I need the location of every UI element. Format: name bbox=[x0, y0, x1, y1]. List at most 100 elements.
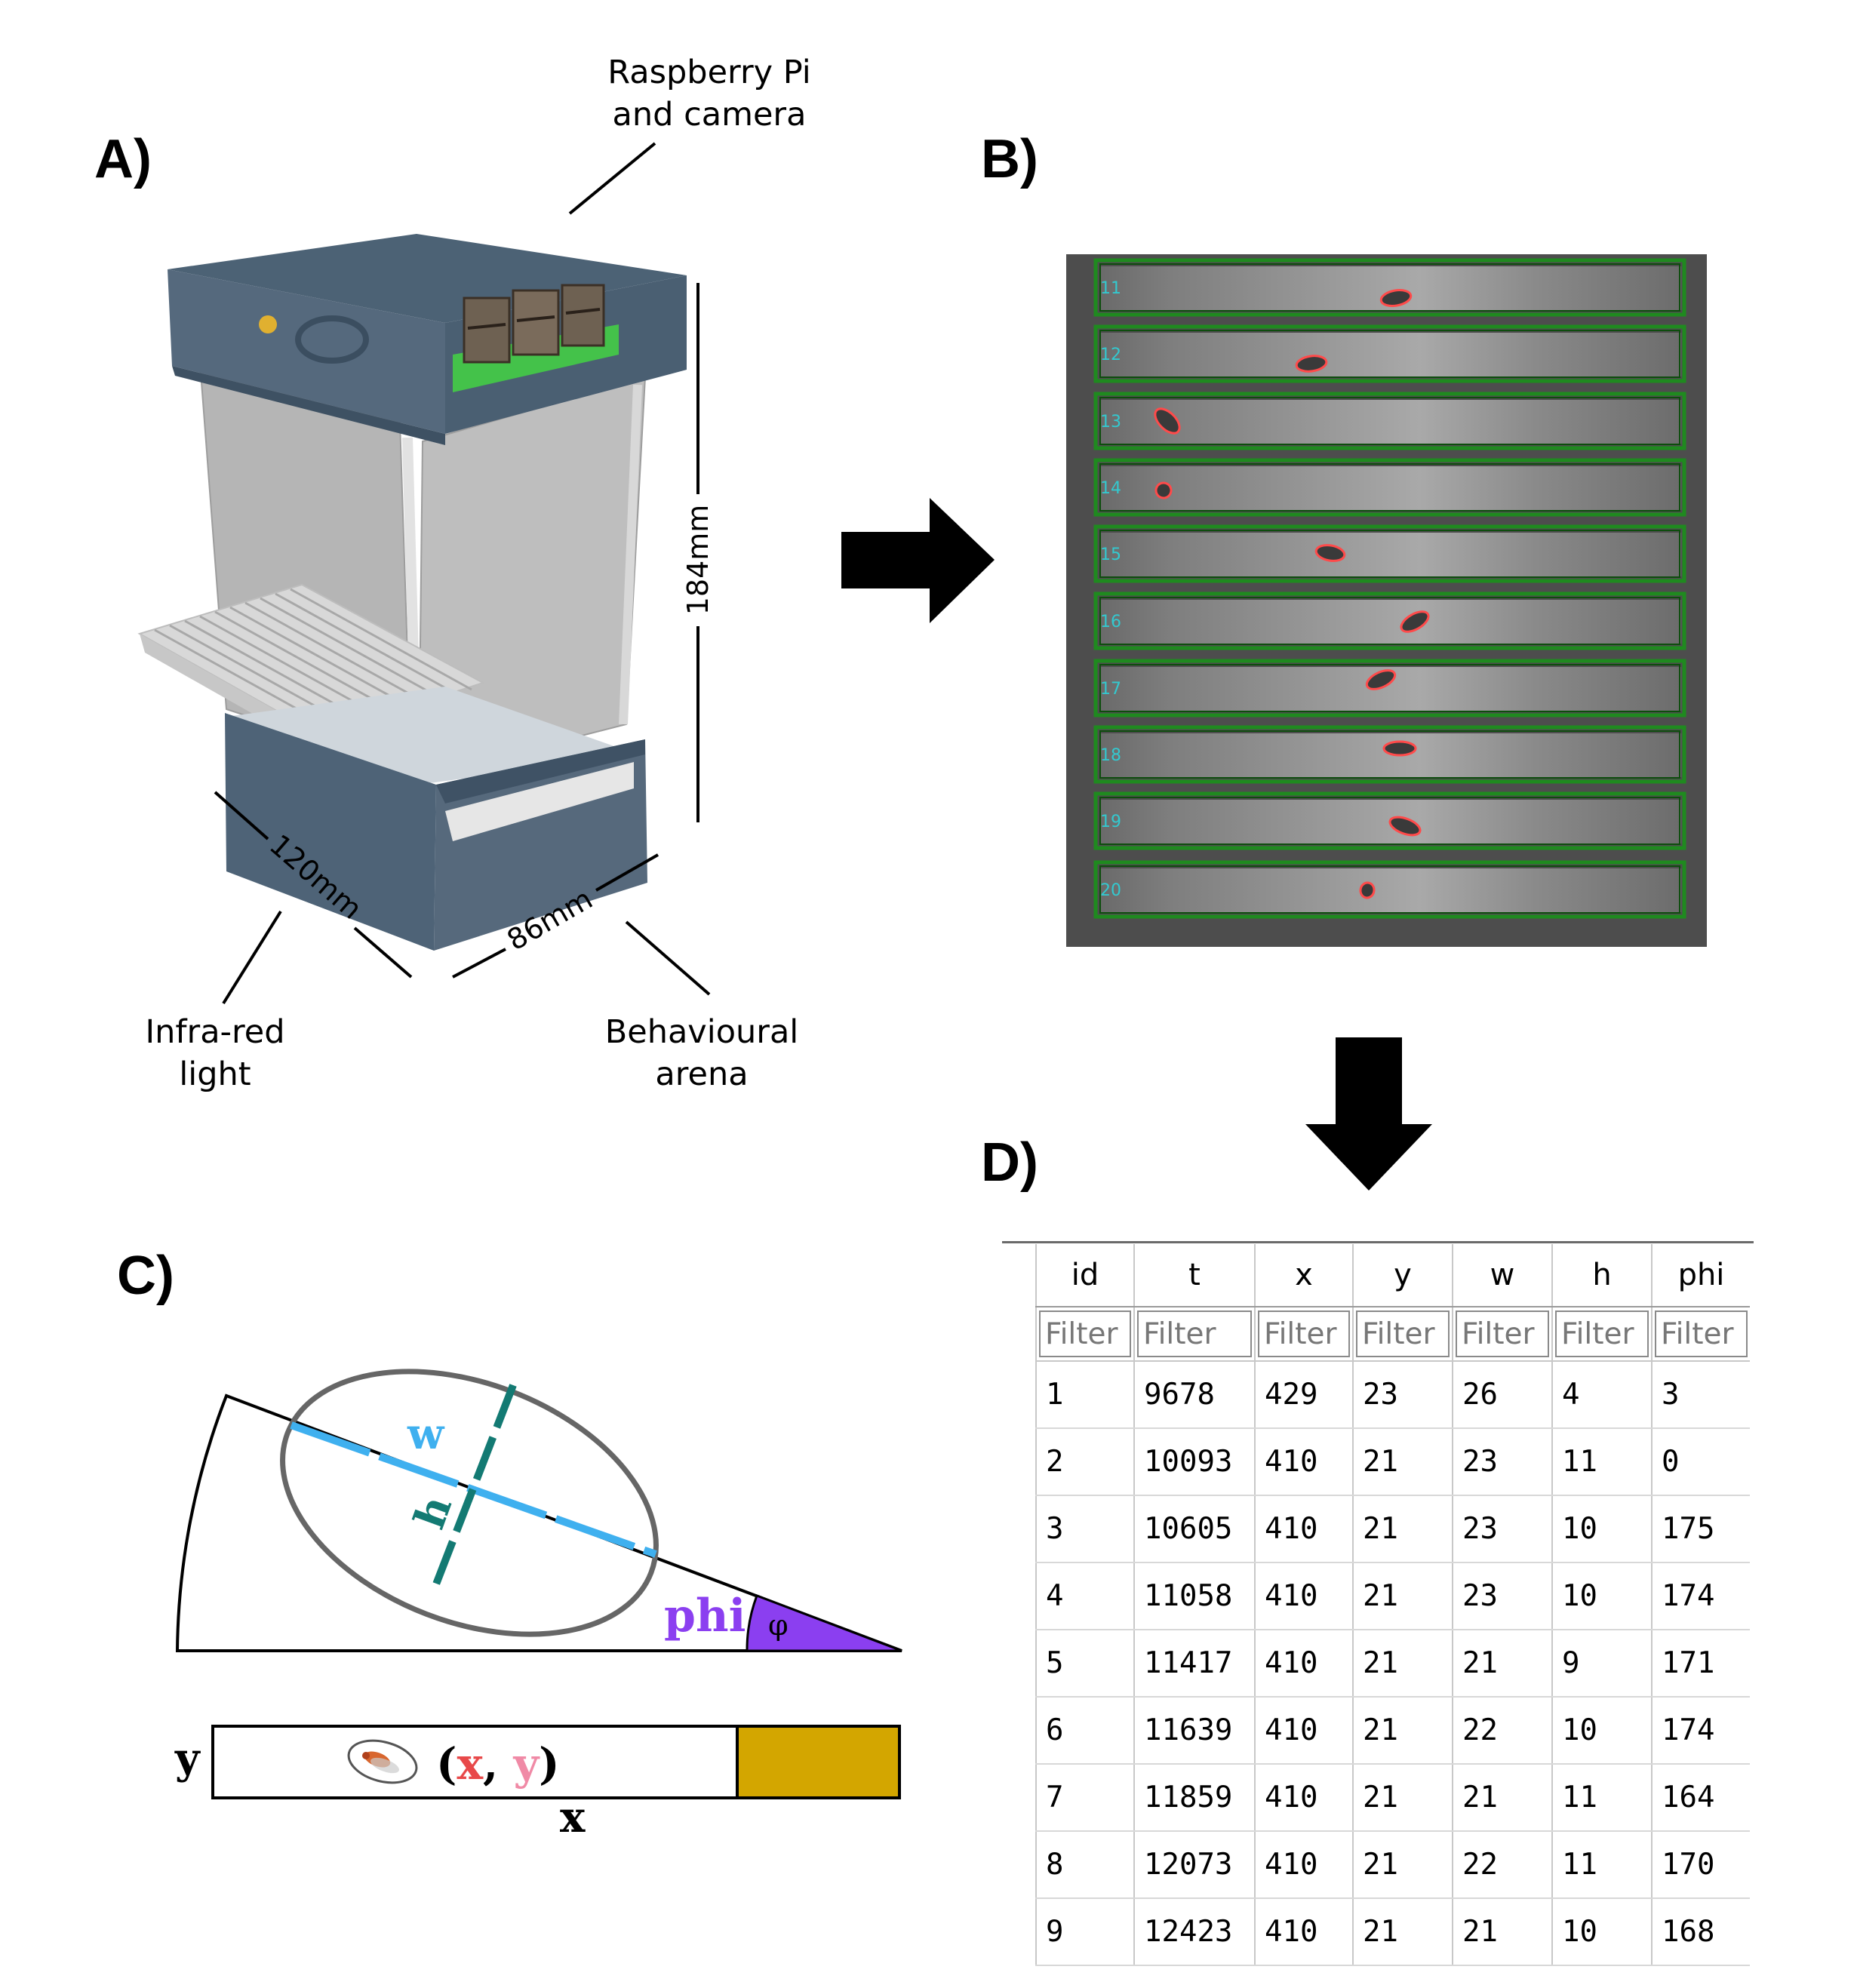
filter-input-phi[interactable]: Filter bbox=[1655, 1310, 1748, 1357]
filter-input-h[interactable]: Filter bbox=[1555, 1310, 1649, 1357]
roi-label: 11 bbox=[1100, 279, 1121, 298]
column-header-x[interactable]: x bbox=[1254, 1244, 1353, 1307]
roi-rectangle bbox=[1093, 458, 1686, 517]
phi-label: phi bbox=[664, 1590, 746, 1642]
table-cell-x: 410 bbox=[1254, 1898, 1353, 1966]
column-header-h[interactable]: h bbox=[1551, 1244, 1652, 1307]
table-cell-h: 11 bbox=[1551, 1428, 1652, 1496]
filter-input-t[interactable]: Filter bbox=[1137, 1310, 1252, 1357]
table-cell-phi: 174 bbox=[1651, 1697, 1750, 1765]
table-cell-y: 23 bbox=[1352, 1361, 1453, 1429]
column-header-t[interactable]: t bbox=[1133, 1244, 1255, 1307]
filter-input-x[interactable]: Filter bbox=[1258, 1310, 1350, 1357]
infrared-callout-line2: light bbox=[179, 1055, 251, 1093]
table-row[interactable]: 4 11058 410 21 23 10 174 bbox=[1035, 1562, 1750, 1630]
infrared-callout-line bbox=[222, 910, 282, 1005]
table-cell-y: 21 bbox=[1352, 1697, 1453, 1765]
coordinate-label: (x, y) bbox=[436, 1738, 560, 1790]
tube-image bbox=[1100, 868, 1681, 912]
fly-detection-ellipse bbox=[1400, 610, 1430, 633]
table-cell-w: 21 bbox=[1452, 1898, 1552, 1966]
table-cell-h: 9 bbox=[1551, 1630, 1652, 1698]
arena-callout: Behavioural arena bbox=[573, 1011, 830, 1095]
w-label: w bbox=[407, 1409, 445, 1459]
fly-detection-ellipse bbox=[1382, 740, 1417, 757]
ethoscope-device-illustration: 184mm 120mm 86mm bbox=[137, 142, 715, 1005]
base-box-floor bbox=[226, 687, 638, 785]
table-row[interactable]: 7 11859 410 21 21 11 164 bbox=[1035, 1764, 1750, 1832]
table-cell-h: 10 bbox=[1551, 1697, 1652, 1765]
filter-input-id[interactable]: Filter bbox=[1039, 1310, 1131, 1357]
roi-row: 13 bbox=[1093, 392, 1686, 450]
tube-image bbox=[1100, 333, 1681, 376]
roi-rectangle-inner bbox=[1099, 463, 1680, 512]
table-cell-t: 12073 bbox=[1133, 1831, 1255, 1899]
filter-row: Filter Filter Filter Filter Filter Filter Filt… bbox=[1035, 1307, 1750, 1362]
fly-detection-ellipse bbox=[1388, 816, 1422, 837]
roi-label: 19 bbox=[1100, 813, 1121, 831]
table-row[interactable]: 3 10605 410 21 23 10 175 bbox=[1035, 1495, 1750, 1563]
table-cell-x: 410 bbox=[1254, 1697, 1353, 1765]
roi-row: 20 bbox=[1093, 860, 1686, 919]
tube-image bbox=[1100, 466, 1681, 510]
table-row[interactable]: 5 11417 410 21 21 9 171 bbox=[1035, 1630, 1750, 1698]
table-cell-phi: 168 bbox=[1651, 1898, 1750, 1966]
table-cell-x: 410 bbox=[1254, 1495, 1353, 1563]
depth-dimension-a bbox=[214, 791, 269, 840]
roi-label: 16 bbox=[1100, 613, 1121, 631]
table-row[interactable]: 1 9678 429 23 26 4 3 bbox=[1035, 1361, 1750, 1429]
usb-ports bbox=[463, 284, 605, 364]
table-row[interactable]: 2 10093 410 21 23 11 0 bbox=[1035, 1428, 1750, 1496]
filter-input-y[interactable]: Filter bbox=[1356, 1310, 1450, 1357]
roi-rectangle bbox=[1093, 860, 1686, 919]
fly-detection-ellipse bbox=[1295, 355, 1328, 373]
table-row[interactable]: 6 11639 410 21 22 10 174 bbox=[1035, 1697, 1750, 1765]
table-row[interactable]: 8 12073 410 21 22 11 170 bbox=[1035, 1831, 1750, 1899]
camera-mount bbox=[295, 315, 369, 364]
infrared-callout: Infra-red light bbox=[106, 1011, 324, 1095]
food-area bbox=[736, 1725, 901, 1799]
roi-label: 12 bbox=[1100, 346, 1121, 364]
column-header-y[interactable]: y bbox=[1352, 1244, 1453, 1307]
table-grid: id t x y w h phi Filter Filter Filter Filte… bbox=[1035, 1244, 1750, 1966]
phi-symbol: φ bbox=[768, 1609, 789, 1642]
roi-row: 17 bbox=[1093, 659, 1686, 717]
filter-input-w[interactable]: Filter bbox=[1456, 1310, 1549, 1357]
table-cell-y: 21 bbox=[1352, 1898, 1453, 1966]
tube-image bbox=[1100, 733, 1681, 777]
fly-detection-ellipse bbox=[1154, 407, 1181, 435]
column-header-id[interactable]: id bbox=[1035, 1244, 1134, 1307]
table-cell-t: 11859 bbox=[1133, 1764, 1255, 1832]
table-cell-id: 3 bbox=[1035, 1495, 1134, 1563]
width-dimension-b bbox=[595, 853, 659, 892]
table-cell-y: 21 bbox=[1352, 1495, 1453, 1563]
roi-row: 16 bbox=[1093, 591, 1686, 650]
filter-cell: Filter bbox=[1452, 1307, 1552, 1362]
column-header-w[interactable]: w bbox=[1452, 1244, 1552, 1307]
table-cell-y: 21 bbox=[1352, 1428, 1453, 1496]
roi-rectangle-inner bbox=[1099, 597, 1680, 645]
table-cell-y: 21 bbox=[1352, 1562, 1453, 1630]
arrow-down-icon bbox=[1305, 1037, 1432, 1191]
table-cell-h: 10 bbox=[1551, 1562, 1652, 1630]
filter-cell: Filter bbox=[1254, 1307, 1353, 1362]
table-top-border bbox=[1002, 1241, 1754, 1243]
coord-y: y bbox=[512, 1738, 540, 1790]
table-cell-w: 23 bbox=[1452, 1428, 1552, 1496]
fly-detection-ellipse bbox=[1359, 881, 1376, 899]
roi-rectangle bbox=[1093, 659, 1686, 717]
camera-callout-line2: and camera bbox=[612, 96, 807, 134]
roi-rectangle bbox=[1093, 725, 1686, 784]
x-axis-label: x bbox=[560, 1793, 586, 1842]
table-cell-x: 410 bbox=[1254, 1562, 1353, 1630]
column-header-phi[interactable]: phi bbox=[1651, 1244, 1750, 1307]
coord-comma: , bbox=[483, 1738, 498, 1790]
camera-callout-line bbox=[568, 142, 656, 215]
roi-row: 11 bbox=[1093, 258, 1686, 317]
table-cell-t: 10093 bbox=[1133, 1428, 1255, 1496]
table-cell-t: 9678 bbox=[1133, 1361, 1255, 1429]
tracking-frame: 11 12 13 14 15 16 17 18 19 20 bbox=[1066, 254, 1707, 947]
height-dimension-label: 184mm bbox=[681, 505, 715, 616]
table-row[interactable]: 9 12423 410 21 21 10 168 bbox=[1035, 1898, 1750, 1966]
roi-rectangle bbox=[1093, 591, 1686, 650]
